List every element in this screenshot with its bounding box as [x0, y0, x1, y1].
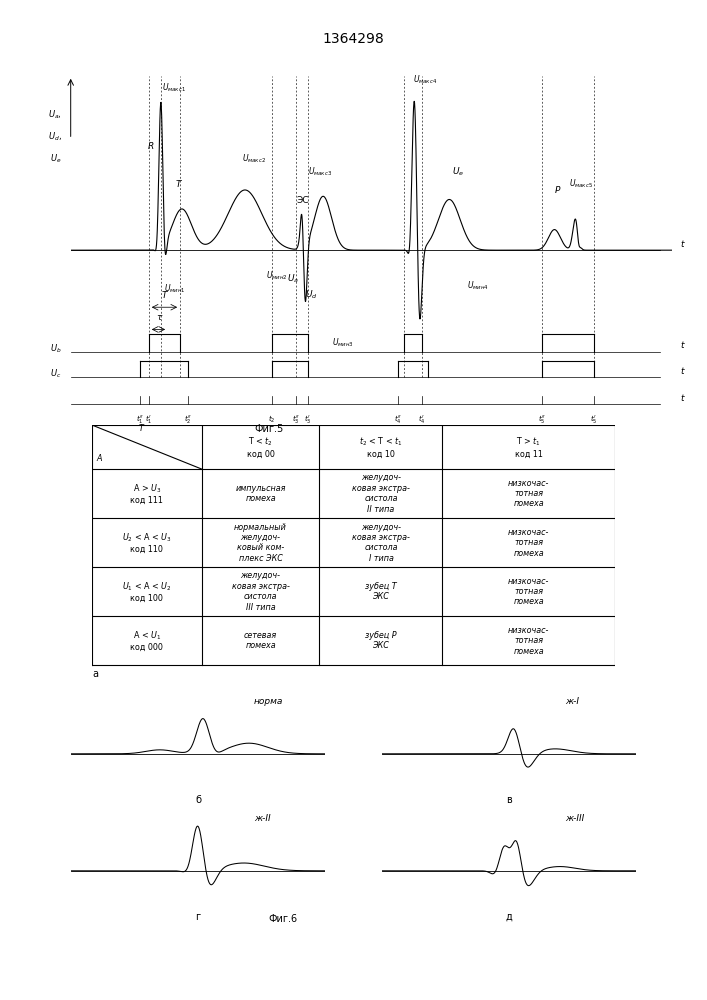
- Text: $U_{мин3}$: $U_{мин3}$: [332, 336, 354, 349]
- Text: T < $t_2$
код 00: T < $t_2$ код 00: [247, 436, 274, 458]
- Text: $U_e$: $U_e$: [452, 165, 464, 178]
- Text: Фиг.5: Фиг.5: [255, 424, 284, 434]
- Text: $U_{мин4}$: $U_{мин4}$: [467, 279, 489, 292]
- Text: T: T: [139, 424, 144, 433]
- Text: зубец T
ЭКС: зубец T ЭКС: [365, 582, 397, 601]
- Text: $t_1'$: $t_1'$: [145, 413, 153, 425]
- Text: t: t: [681, 367, 684, 376]
- Text: $U_{макс1}$: $U_{макс1}$: [162, 81, 186, 94]
- Text: ж-III: ж-III: [565, 814, 584, 823]
- Text: 1364298: 1364298: [322, 32, 385, 46]
- Text: t: t: [681, 341, 684, 350]
- Text: A < $U_1$
код 000: A < $U_1$ код 000: [130, 629, 163, 652]
- Text: $U_a,$: $U_a,$: [48, 108, 62, 121]
- Text: t: t: [681, 394, 684, 403]
- Text: $t_3'$: $t_3'$: [304, 413, 312, 425]
- Text: $U_{макс2}$: $U_{макс2}$: [242, 152, 266, 165]
- Text: низкочас-
тотная
помеха: низкочас- тотная помеха: [508, 479, 549, 508]
- Text: $U_b$: $U_b$: [50, 343, 62, 355]
- Text: $U_{мин1}$: $U_{мин1}$: [164, 282, 185, 295]
- Text: низкочас-
тотная
помеха: низкочас- тотная помеха: [508, 577, 549, 606]
- Text: $U_d$: $U_d$: [305, 289, 317, 301]
- Text: A > $U_3$
код 111: A > $U_3$ код 111: [130, 482, 163, 505]
- Text: $U_e$: $U_e$: [50, 152, 62, 165]
- Text: t: t: [681, 240, 684, 249]
- Text: $U_a$: $U_a$: [287, 273, 299, 285]
- Text: низкочас-
тотная
помеха: низкочас- тотная помеха: [508, 528, 549, 558]
- Text: R: R: [148, 142, 154, 151]
- Text: $U_2$ < A < $U_3$
код 110: $U_2$ < A < $U_3$ код 110: [122, 531, 172, 554]
- Text: в: в: [506, 795, 512, 805]
- Text: импульсная
помеха: импульсная помеха: [235, 484, 286, 503]
- Text: $U_d,$: $U_d,$: [48, 130, 62, 143]
- Text: $t_2$: $t_2$: [268, 413, 276, 425]
- Text: T: T: [162, 291, 168, 300]
- Text: низкочас-
тотная
помеха: низкочас- тотная помеха: [508, 626, 549, 656]
- Text: $U_1$ < A < $U_2$
код 100: $U_1$ < A < $U_2$ код 100: [122, 580, 172, 603]
- Text: ЭС: ЭС: [296, 196, 309, 205]
- Text: $U_{макс3}$: $U_{макс3}$: [308, 165, 332, 178]
- Text: д: д: [506, 912, 513, 922]
- Text: $U_{макс5}$: $U_{макс5}$: [569, 178, 593, 190]
- Text: $t_2$ < T < $t_1$
код 10: $t_2$ < T < $t_1$ код 10: [359, 436, 403, 458]
- Text: $U_{макс4}$: $U_{макс4}$: [413, 73, 438, 86]
- Text: $U_{мин2}$: $U_{мин2}$: [266, 270, 288, 282]
- Text: T > $t_1$
код 11: T > $t_1$ код 11: [515, 436, 543, 458]
- Text: $t_5''$: $t_5''$: [538, 413, 547, 425]
- Text: $t_3''$: $t_3''$: [292, 413, 300, 425]
- Text: г: г: [195, 912, 201, 922]
- Text: желудоч-
ковая экстра-
систола
III типа: желудоч- ковая экстра- систола III типа: [232, 572, 290, 612]
- Text: а: а: [92, 669, 98, 679]
- Text: желудоч-
ковая экстра-
систола
I типа: желудоч- ковая экстра- систола I типа: [352, 522, 410, 563]
- Text: T: T: [176, 180, 182, 189]
- Text: $\tau$: $\tau$: [156, 313, 163, 322]
- Text: ж-II: ж-II: [254, 814, 271, 823]
- Text: нормальный
желудоч-
ковый ком-
плекс ЭКС: нормальный желудоч- ковый ком- плекс ЭКС: [234, 522, 287, 563]
- Text: $t_1''$: $t_1''$: [136, 413, 144, 425]
- Text: $t_5'$: $t_5'$: [590, 413, 597, 425]
- Text: сетевая
помеха: сетевая помеха: [244, 631, 277, 650]
- Text: Фиг.6: Фиг.6: [268, 914, 298, 924]
- Text: $U_c$: $U_c$: [50, 368, 62, 380]
- Text: желудоч-
ковая экстра-
систола
II типа: желудоч- ковая экстра- систола II типа: [352, 474, 410, 514]
- Text: P: P: [554, 186, 560, 195]
- Text: норма: норма: [254, 697, 284, 706]
- Text: A: A: [96, 454, 102, 463]
- Text: $t_2''$: $t_2''$: [184, 413, 192, 425]
- Text: б: б: [195, 795, 201, 805]
- Text: ж-I: ж-I: [565, 697, 579, 706]
- Text: $t_4''$: $t_4''$: [394, 413, 402, 425]
- Text: $t_4'$: $t_4'$: [419, 413, 426, 425]
- Text: зубец P
ЭКС: зубец P ЭКС: [365, 631, 397, 650]
